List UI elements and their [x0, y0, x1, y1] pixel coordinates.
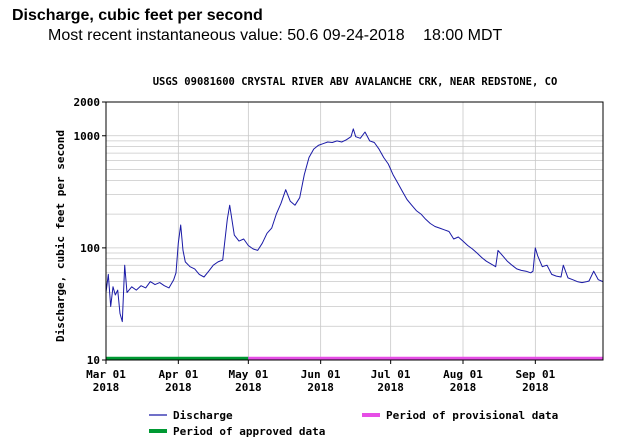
chart-title: USGS 09081600 CRYSTAL RIVER ABV AVALANCH…: [153, 76, 558, 88]
x-tick-year: 2018: [522, 381, 549, 394]
chart-header-title: Discharge, cubic feet per second: [12, 7, 263, 24]
series-line-discharge: [105, 128, 604, 323]
y-axis-ticks: 10 100 1000 2000: [74, 96, 106, 367]
x-tick-year: 2018: [307, 381, 334, 394]
x-tick-label: Jun 01: [301, 368, 341, 381]
latest-value-label: Most recent instantaneous value:: [48, 27, 283, 44]
x-tick-year: 2018: [165, 381, 192, 394]
latest-date: 09-24-2018: [322, 27, 405, 44]
plot-area: [105, 128, 604, 323]
x-tick-label: Sep 01: [515, 368, 555, 381]
legend-label: Period of approved data: [173, 425, 325, 438]
x-tick-label: Aug 01: [443, 368, 483, 381]
y-tick-label: 100: [80, 242, 100, 255]
x-tick-year: 2018: [377, 381, 404, 394]
legend-label: Period of provisional data: [386, 409, 558, 422]
x-tick-year: 2018: [93, 381, 120, 394]
x-tick-label: Apr 01: [158, 368, 198, 381]
y-tick-label: 1000: [74, 130, 101, 143]
chart-grid: [105, 101, 603, 361]
x-tick-year: 2018: [235, 381, 262, 394]
y-tick-label: 10: [87, 354, 100, 367]
x-tick-label: Mar 01: [86, 368, 126, 381]
legend-label: Discharge: [173, 409, 233, 422]
x-tick-year: 2018: [450, 381, 477, 394]
latest-value: 50.6: [287, 27, 319, 44]
x-tick-label: May 01: [228, 368, 268, 381]
y-tick-label: 2000: [74, 96, 101, 109]
chart-legend: Discharge Period of provisional data Perio…: [149, 409, 558, 438]
latest-time: 18:00 MDT: [423, 27, 503, 44]
plot-frame: [105, 101, 604, 361]
y-axis-label: Discharge, cubic feet per second: [54, 130, 67, 342]
x-tick-label: Jul 01: [371, 368, 411, 381]
latest-value-line: Most recent instantaneous value: 50.6 09…: [48, 27, 502, 45]
